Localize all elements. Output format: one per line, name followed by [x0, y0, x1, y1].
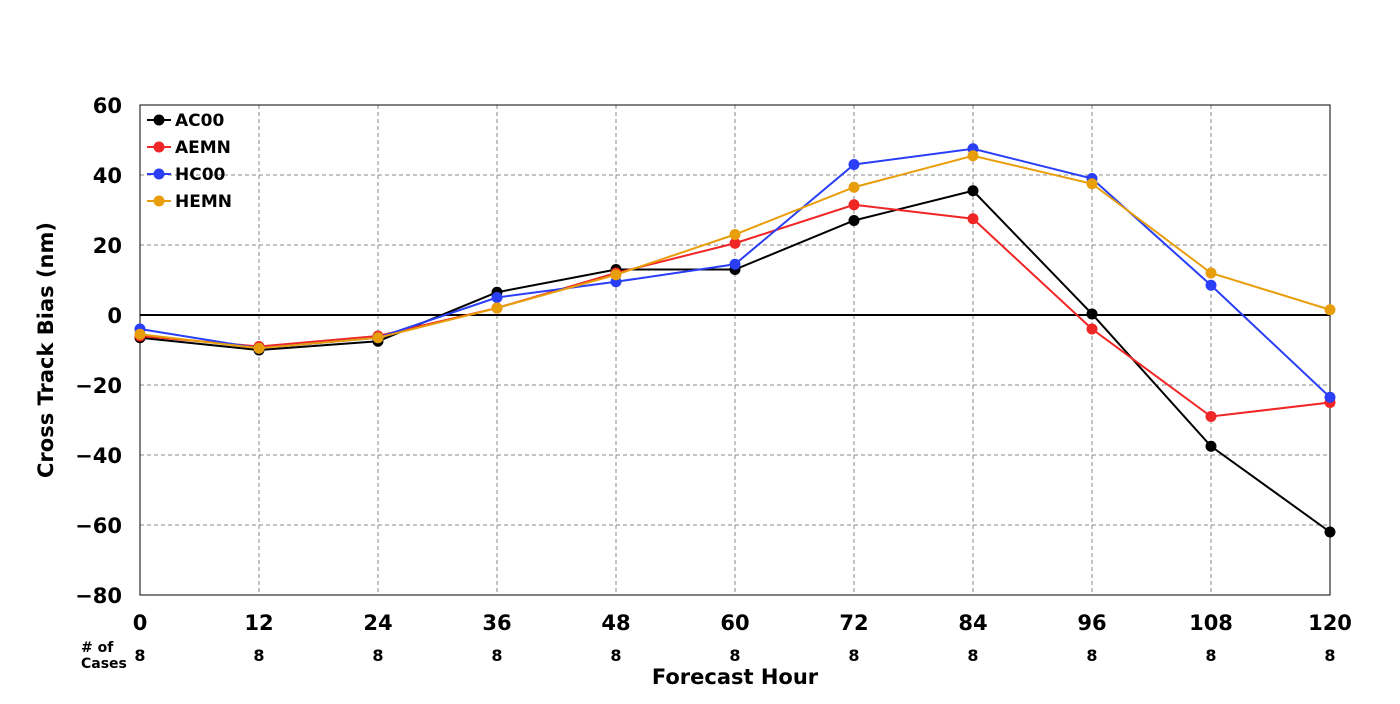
x-tick-label: 108 — [1189, 611, 1233, 635]
x-axis-ticks: 0 12 24 36 48 60 72 84 96 108 120 — [133, 611, 1352, 635]
data-point — [1086, 308, 1098, 320]
x-tick-label: 96 — [1077, 611, 1106, 635]
grid-lines — [140, 105, 1330, 595]
x-axis-title: Forecast Hour — [652, 665, 819, 689]
data-point — [491, 302, 503, 314]
x-tick-label: 36 — [482, 611, 511, 635]
y-axis-ticks: 60 40 20 0 −20 −40 −60 −80 — [75, 94, 122, 608]
case-count: 8 — [134, 646, 145, 665]
data-point — [848, 215, 860, 226]
case-count: 8 — [1086, 646, 1097, 665]
cases-label-line2: Cases — [81, 656, 127, 672]
data-series — [134, 143, 1336, 538]
data-point — [1205, 279, 1217, 291]
cases-label-line1: # of — [81, 640, 114, 656]
legend-label: AC00 — [175, 111, 224, 131]
x-tick-label: 48 — [601, 611, 630, 635]
data-point — [848, 199, 860, 211]
data-point — [1086, 323, 1098, 335]
y-tick-label: −20 — [75, 374, 122, 398]
x-tick-label: 0 — [133, 611, 148, 635]
x-tick-label: 12 — [244, 611, 273, 635]
legend: AC00 AEMN HC00 HEMN — [147, 111, 232, 212]
data-point — [848, 181, 860, 193]
y-tick-label: 0 — [107, 304, 122, 328]
plot-frame — [139, 104, 1331, 596]
data-point — [729, 237, 741, 249]
data-point — [134, 328, 146, 340]
x-tick-label: 24 — [363, 611, 392, 635]
x-tick-label: 72 — [839, 611, 868, 635]
y-tick-label: −60 — [75, 514, 122, 538]
case-count: 8 — [848, 646, 859, 665]
data-point — [253, 342, 265, 354]
data-point — [1205, 440, 1217, 452]
data-point — [729, 258, 741, 270]
y-tick-label: 20 — [93, 234, 122, 258]
case-count: 8 — [1205, 646, 1216, 665]
data-point — [1205, 411, 1217, 422]
data-point — [1086, 178, 1098, 190]
data-point — [1324, 304, 1336, 316]
legend-label: HEMN — [175, 192, 232, 212]
legend-item-ac00: AC00 — [147, 111, 224, 131]
x-tick-label: 60 — [720, 611, 749, 635]
data-point — [967, 150, 979, 162]
x-tick-label: 84 — [958, 611, 987, 635]
case-count: 8 — [610, 646, 621, 665]
case-count: 8 — [729, 646, 740, 665]
legend-item-hemn: HEMN — [147, 192, 232, 212]
y-tick-label: 60 — [93, 94, 122, 118]
legend-marker — [153, 114, 165, 126]
data-point — [1205, 267, 1217, 279]
legend-item-hc00: HC00 — [147, 165, 226, 185]
legend-marker — [153, 141, 165, 153]
y-tick-label: −40 — [75, 444, 122, 468]
series-hemn — [134, 150, 1336, 354]
y-tick-label: 40 — [93, 164, 122, 188]
case-count: 8 — [253, 646, 264, 665]
cases-row: # of Cases 8 8 8 8 8 8 8 8 8 8 8 — [81, 640, 1336, 672]
case-count: 8 — [1324, 646, 1335, 665]
data-point — [491, 292, 503, 303]
data-point — [1324, 526, 1336, 538]
y-axis-title: Cross Track Bias (nm) — [34, 222, 58, 478]
y-tick-label: −80 — [75, 584, 122, 608]
legend-marker — [153, 168, 165, 180]
data-point — [372, 332, 384, 344]
data-point — [848, 159, 860, 170]
data-point — [967, 213, 979, 225]
data-point — [967, 185, 979, 197]
data-point — [729, 229, 741, 240]
x-tick-label: 120 — [1308, 611, 1352, 635]
case-count: 8 — [967, 646, 978, 665]
legend-item-aemn: AEMN — [147, 138, 231, 158]
legend-label: AEMN — [175, 138, 231, 158]
data-point — [1324, 391, 1336, 403]
data-point — [610, 269, 622, 281]
case-count: 8 — [372, 646, 383, 665]
legend-marker — [153, 195, 165, 207]
case-count: 8 — [491, 646, 502, 665]
legend-label: HC00 — [175, 165, 226, 185]
